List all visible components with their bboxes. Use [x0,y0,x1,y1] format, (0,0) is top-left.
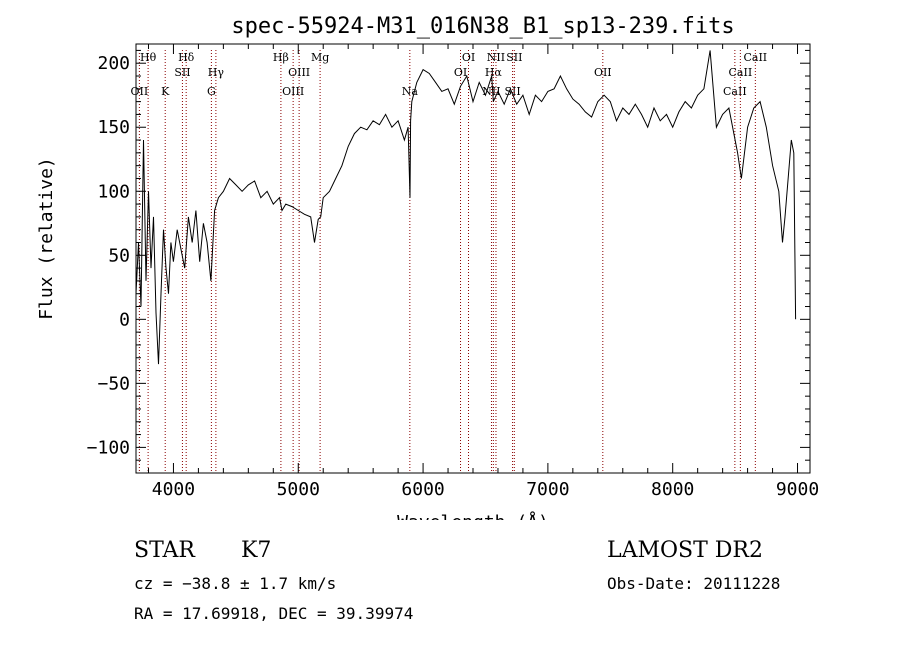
x-tick-label-2: 6000 [401,479,444,500]
line-label-11: Na [402,85,419,98]
survey-label: LAMOST DR2 [607,538,763,563]
obs-date: Obs-Date: 20111228 [607,574,781,593]
y-tick-label-0: −100 [87,437,130,458]
y-axis-label: Flux (relative) [36,157,57,320]
x-tick-label-5: 9000 [776,479,819,500]
y-tick-label-3: 50 [108,245,130,266]
object-subclass: K7 [241,538,272,563]
line-label-6: Hγ [208,66,225,79]
spectrum-chart: OIIHθKSIIHδGHγHβOIIIOIIIMgNaOIOINIIHαNII… [36,14,819,520]
x-axis-label: Wavelength (Å) [397,511,549,520]
chart-title: spec-55924-M31_016N38_B1_sp13-239.fits [231,14,734,39]
plot-frame [135,43,811,474]
object-class: STAR [134,538,195,563]
line-label-5: G [207,85,216,98]
line-label-9: OIII [288,66,310,79]
x-tick-label-0: 4000 [152,479,195,500]
y-tick-label-1: −50 [97,373,130,394]
line-label-20: CaII [723,85,747,98]
line-label-21: CaII [729,66,753,79]
spectrum-line [135,50,797,365]
line-label-3: SII [174,66,190,79]
line-label-15: Hα [485,66,503,79]
y-tick-label-2: 0 [119,309,130,330]
line-label-8: OIII [282,85,304,98]
line-label-12: OI [454,66,467,79]
y-tick-label-5: 150 [97,117,130,138]
x-tick-label-1: 5000 [277,479,320,500]
line-label-1: Hθ [140,51,157,64]
line-label-22: CaII [743,51,767,64]
line-label-19: OII [594,66,612,79]
y-tick-label-4: 100 [97,181,130,202]
line-label-7: Hβ [273,51,289,64]
line-label-10: Mg [311,51,329,64]
line-label-2: K [161,85,170,98]
redshift-text: cz = −38.8 ± 1.7 km/s [134,574,337,593]
x-tick-label-4: 8000 [651,479,694,500]
coordinates-text: RA = 17.69918, DEC = 39.39974 [134,604,414,623]
x-tick-label-3: 7000 [526,479,569,500]
line-label-4: Hδ [178,51,195,64]
line-label-0: OII [131,85,149,98]
line-label-16: NII [487,51,505,64]
line-label-17: SII [504,85,520,98]
y-tick-label-6: 200 [97,53,130,74]
line-label-13: OI [462,51,475,64]
line-label-18: SII [506,51,522,64]
